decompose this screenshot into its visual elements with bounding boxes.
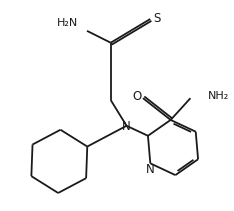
Text: NH₂: NH₂ bbox=[208, 91, 230, 101]
Text: S: S bbox=[154, 12, 161, 24]
Text: N: N bbox=[146, 163, 155, 176]
Text: H₂N: H₂N bbox=[57, 18, 78, 28]
Text: O: O bbox=[132, 90, 142, 103]
Text: N: N bbox=[122, 120, 131, 133]
